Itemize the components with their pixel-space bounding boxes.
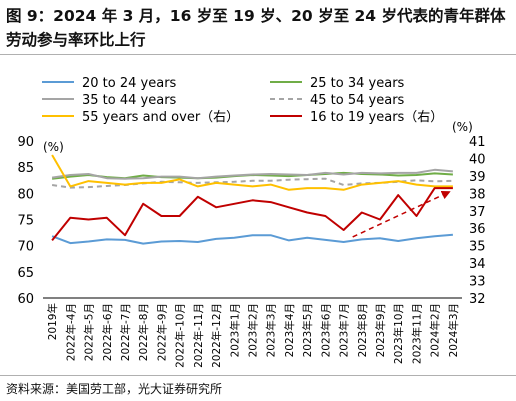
chart-title: 图 9：2024 年 3 月，16 岁至 19 岁、20 岁至 24 岁代表的青… bbox=[6, 7, 506, 49]
x-tick-label: 2022年-8月 bbox=[137, 303, 150, 361]
x-tick-label: 2023年8月 bbox=[356, 303, 369, 357]
left-tick-label: 90 bbox=[17, 135, 34, 150]
x-tick-label: 2022年-6月 bbox=[101, 303, 114, 361]
left-tick-label: 65 bbox=[17, 266, 34, 281]
right-tick-label: 40 bbox=[469, 152, 486, 167]
series-line-2 bbox=[51, 168, 453, 180]
right-tick-label: 37 bbox=[469, 205, 486, 220]
source-note: 资料来源：美国劳工部，光大证券研究所 bbox=[6, 382, 223, 396]
source-divider bbox=[0, 375, 516, 376]
x-tick-label: 2023年9月 bbox=[374, 303, 387, 357]
x-tick-label: 2019年 bbox=[46, 303, 59, 340]
x-tick-label: 2022年-12月 bbox=[210, 303, 223, 368]
left-tick-label: 75 bbox=[17, 214, 34, 229]
legend-label-1: 25 to 34 years bbox=[310, 76, 405, 91]
title-divider bbox=[0, 54, 516, 55]
x-tick-label: 2023年6月 bbox=[319, 303, 332, 357]
x-tick-label: 2022年-9月 bbox=[155, 303, 168, 361]
x-tick-label: 2022年-4月 bbox=[64, 303, 77, 361]
right-tick-label: 33 bbox=[469, 275, 486, 290]
axes: 6065707580859032333435363738394041(%)(%)… bbox=[17, 120, 485, 368]
right-tick-label: 38 bbox=[469, 187, 486, 202]
x-tick-label: 2023年2月 bbox=[247, 303, 260, 357]
x-tick-label: 2023年4月 bbox=[283, 303, 296, 357]
legend: 20 to 24 years 25 to 34 years 35 to 44 yea… bbox=[42, 76, 443, 125]
legend-label-4: 55 years and over（右） bbox=[82, 110, 239, 125]
legend-label-0: 20 to 24 years bbox=[82, 76, 177, 91]
left-tick-label: 70 bbox=[17, 240, 34, 255]
series-line-0 bbox=[51, 233, 453, 245]
series-layer bbox=[51, 154, 453, 245]
x-tick-label: 2022年-11月 bbox=[192, 303, 205, 368]
left-axis-unit: (%) bbox=[43, 140, 64, 154]
left-tick-label: 60 bbox=[17, 292, 34, 307]
right-tick-label: 41 bbox=[469, 135, 486, 150]
x-tick-label: 2022年-7月 bbox=[119, 303, 132, 361]
x-tick-label: 2023年3月 bbox=[265, 303, 278, 357]
series-line-4 bbox=[51, 154, 453, 191]
x-tick-label: 2023年1月 bbox=[228, 303, 241, 357]
legend-label-2: 35 to 44 years bbox=[82, 93, 177, 108]
left-tick-label: 80 bbox=[17, 187, 34, 202]
series-line-5 bbox=[51, 187, 453, 242]
x-tick-label: 2022年-10月 bbox=[174, 303, 187, 368]
x-tick-label: 2023年5月 bbox=[301, 303, 314, 357]
right-axis-unit: (%) bbox=[452, 120, 473, 134]
x-tick-label: 2023年7月 bbox=[338, 303, 351, 357]
x-tick-label: 2023年10月 bbox=[392, 303, 405, 364]
right-tick-label: 36 bbox=[469, 222, 486, 237]
legend-label-3: 45 to 54 years bbox=[310, 93, 405, 108]
x-tick-label: 2022年-5月 bbox=[83, 303, 96, 361]
legend-label-5: 16 to 19 years（右） bbox=[310, 110, 443, 125]
right-tick-label: 32 bbox=[469, 292, 486, 307]
right-tick-label: 35 bbox=[469, 240, 486, 255]
x-tick-label: 2024年3月 bbox=[447, 303, 460, 357]
x-tick-label: 2024年2月 bbox=[429, 303, 442, 357]
right-tick-label: 34 bbox=[469, 257, 486, 272]
left-tick-label: 85 bbox=[17, 161, 34, 176]
right-tick-label: 39 bbox=[469, 170, 486, 185]
x-tick-label: 2023年11月 bbox=[410, 303, 423, 364]
